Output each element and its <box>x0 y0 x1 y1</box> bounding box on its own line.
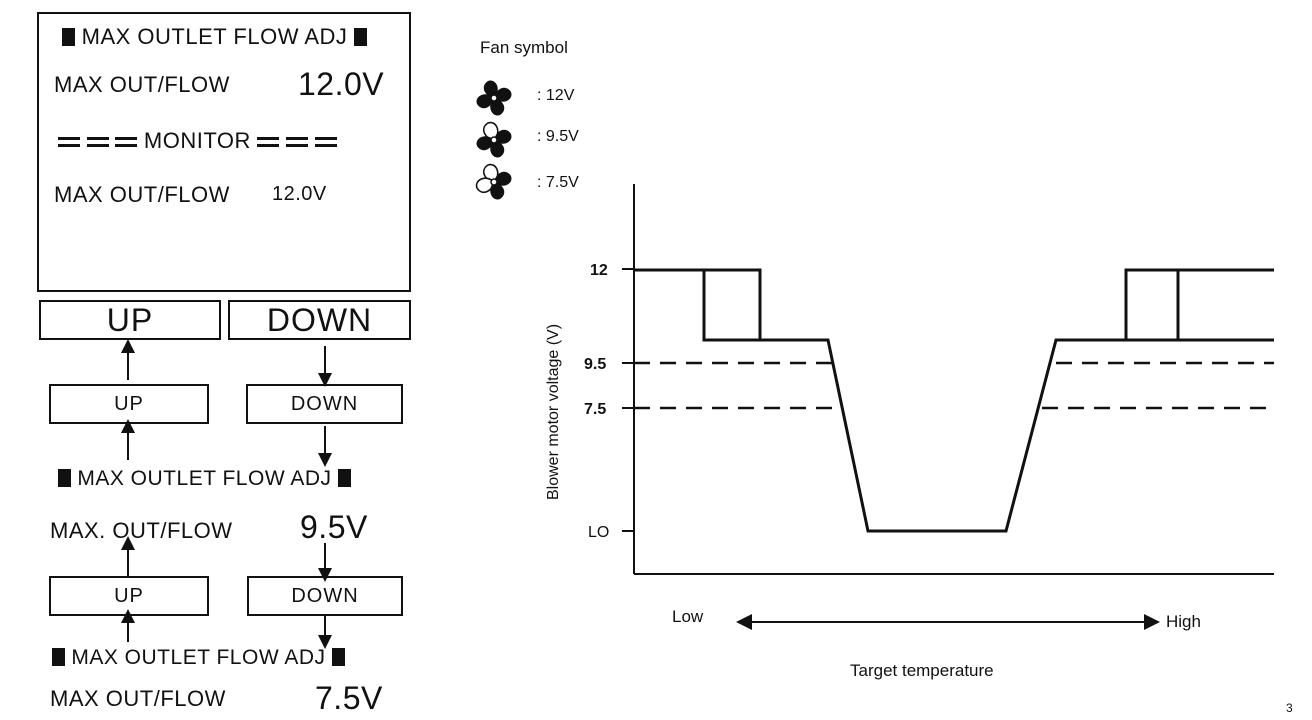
step2-down-box: DOWN <box>247 576 403 616</box>
x-label-low: Low <box>672 607 704 626</box>
step1-label: MAX. OUT/FLOW <box>50 518 233 543</box>
fan-legend-title: Fan symbol <box>480 38 568 57</box>
fan-legend-icons <box>475 80 512 200</box>
y-tick-label-9-5: 9.5 <box>584 356 606 373</box>
double-line-icon <box>86 133 109 151</box>
y-tick-label-7-5: 7.5 <box>584 401 606 418</box>
step1-title: MAX OUTLET FLOW ADJ <box>58 467 351 491</box>
display-title-text: MAX OUTLET FLOW ADJ <box>81 24 348 49</box>
display-row2-label: MAX OUT/FLOW <box>54 182 230 207</box>
block-marker-icon <box>58 469 71 487</box>
display-row1-value: 12.0V <box>298 66 385 102</box>
y-axis-label: Blower motor voltage (V) <box>545 324 562 500</box>
monitor-line: MONITOR <box>58 128 337 154</box>
y-tick-label-lo: LO <box>588 524 609 541</box>
x-axis-label: Target temperature <box>850 661 994 680</box>
display-row1-label: MAX OUT/FLOW <box>54 72 230 97</box>
block-marker-icon <box>354 28 368 46</box>
x-label-high: High <box>1166 612 1201 631</box>
down-key[interactable]: DOWN <box>228 300 411 340</box>
double-line-icon <box>58 133 80 151</box>
fan-legend-label-2: : 9.5V <box>537 128 579 145</box>
step2-title: MAX OUTLET FLOW ADJ <box>52 646 345 670</box>
fan-legend-label-1: : 12V <box>537 87 575 104</box>
double-line-icon <box>314 133 337 151</box>
display-screen <box>37 12 411 292</box>
page-mark: 3 <box>1286 701 1293 715</box>
double-line-icon <box>115 133 138 151</box>
display-title: MAX OUTLET FLOW ADJ <box>62 24 368 50</box>
block-marker-icon <box>62 28 75 46</box>
monitor-label: MONITOR <box>143 128 251 153</box>
fan-full-icon <box>476 80 512 116</box>
double-line-icon <box>257 133 280 151</box>
fan-legend-label-3: : 7.5V <box>537 174 579 191</box>
hysteresis-left <box>634 268 762 342</box>
fan-half-icon <box>476 121 512 158</box>
step2-title-text: MAX OUTLET FLOW ADJ <box>71 646 326 669</box>
hysteresis-right-top <box>1124 268 1274 340</box>
step2-up-box: UP <box>49 576 209 616</box>
block-marker-icon <box>331 648 345 666</box>
step1-down-box: DOWN <box>246 384 403 424</box>
display-row2-value: 12.0V <box>272 183 327 205</box>
step2-value: 7.5V <box>315 680 383 716</box>
step1-value: 9.5V <box>300 509 368 545</box>
step1-title-text: MAX OUTLET FLOW ADJ <box>77 467 332 490</box>
step2-label: MAX OUT/FLOW <box>50 686 226 711</box>
block-marker-icon <box>52 648 65 666</box>
block-marker-icon <box>337 469 351 487</box>
flow-arrows <box>121 339 332 649</box>
double-line-icon <box>286 133 309 151</box>
fan-low-icon <box>475 163 512 200</box>
voltage-curve <box>704 338 1274 533</box>
step1-up-box: UP <box>49 384 209 424</box>
y-tick-label-12: 12 <box>590 262 608 279</box>
